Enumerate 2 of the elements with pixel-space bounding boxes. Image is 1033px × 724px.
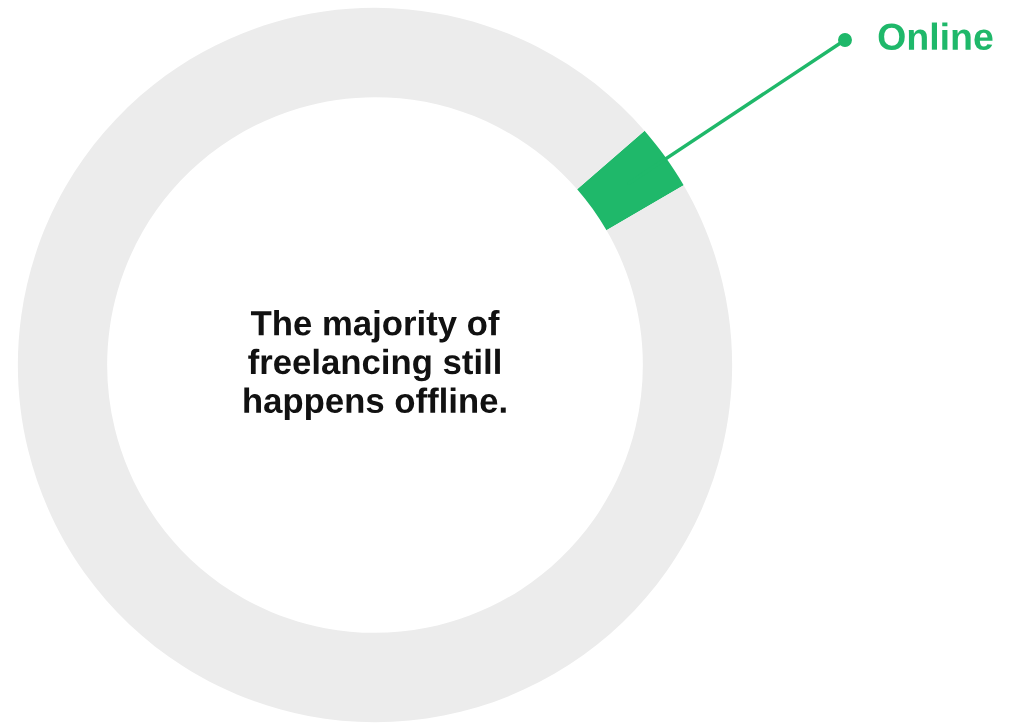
legend-label: Online [878, 22, 993, 51]
text: The majority of freelancing still happens offline. [244, 310, 506, 420]
